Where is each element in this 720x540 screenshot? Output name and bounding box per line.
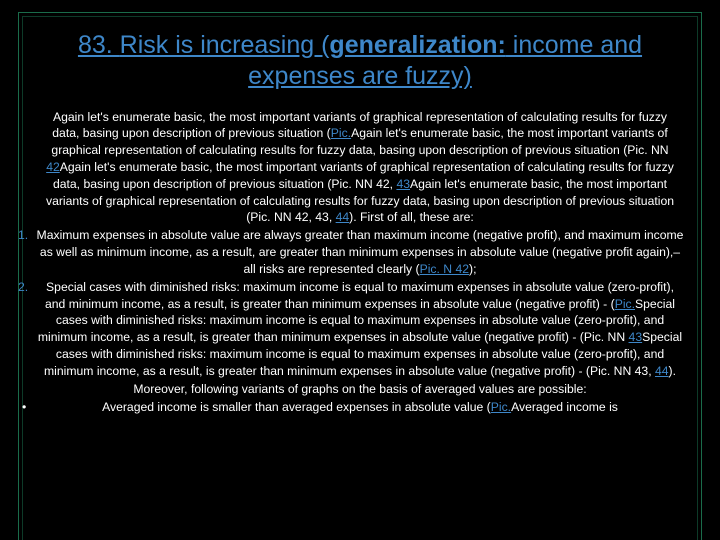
bullet-marker: • [22, 399, 26, 416]
item1-text-1: Maximum expenses in absolute value are a… [37, 228, 684, 276]
title-generalization: generalization: [329, 31, 505, 59]
link-pic-n42[interactable]: Pic. N 42 [420, 262, 469, 276]
link-pic-2[interactable]: Pic. [615, 297, 635, 311]
intro-paragraph: Again let's enumerate basic, the most im… [32, 109, 688, 227]
bullet-item-1: • Averaged income is smaller than averag… [32, 399, 688, 416]
link-43-b[interactable]: 43 [629, 330, 643, 344]
title-number: 83. [78, 31, 120, 59]
link-44[interactable]: 44 [336, 210, 350, 224]
body-text: Again let's enumerate basic, the most im… [32, 109, 688, 416]
list-number-2: 2. [18, 279, 28, 296]
item1-text-2: ); [469, 262, 476, 276]
list-number-1: 1. [18, 227, 28, 244]
link-44-b[interactable]: 44 [655, 364, 669, 378]
list-item-2: 2. Special cases with diminished risks: … [32, 279, 688, 380]
list-item-1: 1. Maximum expenses in absolute value ar… [32, 227, 688, 277]
intro-text-5: ). First of all, these are: [349, 210, 474, 224]
item2-text-1: Special cases with diminished risks: max… [45, 280, 674, 311]
moreover-paragraph: Moreover, following variants of graphs o… [32, 381, 688, 398]
link-pic-3[interactable]: Pic. [491, 400, 511, 414]
slide-title: 83. Risk is increasing (generalization: … [32, 30, 688, 93]
item2-text-4: ). [669, 364, 676, 378]
link-42[interactable]: 42 [46, 160, 60, 174]
bul1-text-2: Averaged income is [511, 400, 618, 414]
slide-content: 83. Risk is increasing (generalization: … [30, 24, 690, 540]
title-main: Risk is increasing ( [120, 31, 330, 59]
link-pic-1[interactable]: Pic. [331, 126, 351, 140]
link-43[interactable]: 43 [396, 177, 410, 191]
bul1-text-1: Averaged income is smaller than averaged… [102, 400, 491, 414]
